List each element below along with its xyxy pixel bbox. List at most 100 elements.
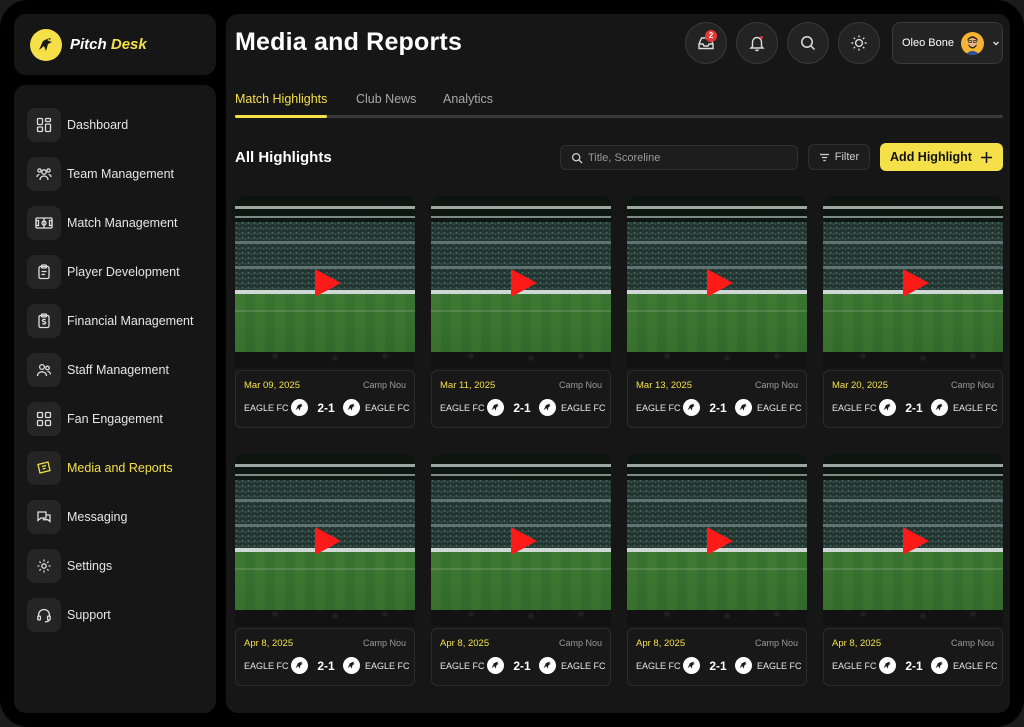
search-icon <box>571 152 583 163</box>
away-crest-icon <box>343 657 360 674</box>
sidebar-item-label: Support <box>67 607 111 622</box>
messages-button[interactable]: 2 <box>685 22 727 64</box>
match-date: Apr 8, 2025 <box>636 638 686 649</box>
clipboard-icon <box>27 254 61 289</box>
video-thumbnail[interactable] <box>823 196 1003 368</box>
highlight-meta: Apr 8, 2025 Camp Nou EAGLE FC 2-1 EAGLE FC <box>823 628 1003 686</box>
sidebar-item-media-and-reports[interactable]: Media and Reports <box>14 443 216 492</box>
video-thumbnail[interactable] <box>627 454 807 626</box>
video-thumbnail[interactable] <box>235 454 415 626</box>
play-icon[interactable] <box>705 268 735 298</box>
sidebar-item-support[interactable]: Support <box>14 590 216 639</box>
search-button[interactable] <box>787 22 829 64</box>
dashboard-icon <box>27 107 61 142</box>
search-field[interactable] <box>560 145 798 170</box>
sidebar-item-financial-management[interactable]: Financial Management <box>14 296 216 345</box>
match-score: 2-1 <box>513 659 531 673</box>
highlight-card[interactable]: Mar 11, 2025 Camp Nou EAGLE FC 2-1 EAGLE FC <box>431 196 611 428</box>
video-thumbnail[interactable] <box>235 196 415 368</box>
sidebar-item-team-management[interactable]: Team Management <box>14 149 216 198</box>
main-panel: Media and Reports 2 Oleo Bone Match High… <box>226 14 1010 713</box>
away-crest-icon <box>931 657 948 674</box>
match-venue: Camp Nou <box>558 380 602 390</box>
tabs: Match Highlights Club News Analytics <box>235 92 1003 118</box>
play-icon[interactable] <box>313 526 343 556</box>
tab-match-highlights[interactable]: Match Highlights <box>235 92 328 106</box>
highlight-card[interactable]: Apr 8, 2025 Camp Nou EAGLE FC 2-1 EAGLE FC <box>627 454 807 686</box>
theme-toggle-button[interactable] <box>838 22 880 64</box>
sidebar-item-settings[interactable]: Settings <box>14 541 216 590</box>
highlight-card[interactable]: Apr 8, 2025 Camp Nou EAGLE FC 2-1 EAGLE FC <box>823 454 1003 686</box>
notifications-button[interactable] <box>736 22 778 64</box>
home-team: EAGLE FC <box>244 661 289 671</box>
away-crest-icon <box>735 657 752 674</box>
play-icon[interactable] <box>901 268 931 298</box>
play-icon[interactable] <box>509 526 539 556</box>
video-thumbnail[interactable] <box>431 196 611 368</box>
video-thumbnail[interactable] <box>627 196 807 368</box>
users-icon <box>27 352 61 387</box>
tab-rail <box>235 115 1003 118</box>
home-crest-icon <box>291 657 308 674</box>
home-team: EAGLE FC <box>636 661 681 671</box>
video-thumbnail[interactable] <box>431 454 611 626</box>
tab-analytics[interactable]: Analytics <box>443 92 494 106</box>
home-crest-icon <box>487 657 504 674</box>
sidebar-item-fan-engagement[interactable]: Fan Engagement <box>14 394 216 443</box>
filter-button[interactable]: Filter <box>808 144 870 170</box>
sidebar-item-staff-management[interactable]: Staff Management <box>14 345 216 394</box>
home-team: EAGLE FC <box>636 403 681 413</box>
away-crest-icon <box>539 657 556 674</box>
match-date: Mar 13, 2025 <box>636 380 692 391</box>
highlight-card[interactable]: Mar 09, 2025 Camp Nou EAGLE FC 2-1 EAGLE FC <box>235 196 415 428</box>
home-team: EAGLE FC <box>832 403 877 413</box>
sun-icon <box>851 35 867 51</box>
match-date: Mar 11, 2025 <box>440 380 496 391</box>
bell-icon <box>749 36 765 52</box>
highlight-meta: Mar 20, 2025 Camp Nou EAGLE FC 2-1 EAGLE FC <box>823 370 1003 428</box>
play-icon[interactable] <box>313 268 343 298</box>
play-icon[interactable] <box>705 526 735 556</box>
sidebar-item-match-management[interactable]: Match Management <box>14 198 216 247</box>
highlight-meta: Apr 8, 2025 Camp Nou EAGLE FC 2-1 EAGLE FC <box>627 628 807 686</box>
match-venue: Camp Nou <box>950 380 994 390</box>
match-date: Apr 8, 2025 <box>244 638 294 649</box>
play-icon[interactable] <box>509 268 539 298</box>
filter-label: Filter <box>834 151 860 163</box>
match-venue: Camp Nou <box>950 638 994 648</box>
tab-club-news[interactable]: Club News <box>356 92 417 106</box>
add-highlight-label: Add Highlight <box>890 150 972 164</box>
gear-icon <box>27 548 61 583</box>
search-input[interactable] <box>588 151 788 164</box>
sidebar-item-label: Match Management <box>67 215 178 230</box>
away-crest-icon <box>343 399 360 416</box>
user-menu[interactable]: Oleo Bone <box>892 22 1003 64</box>
highlight-card[interactable]: Mar 20, 2025 Camp Nou EAGLE FC 2-1 EAGLE FC <box>823 196 1003 428</box>
sidebar-item-player-development[interactable]: Player Development <box>14 247 216 296</box>
sidebar-item-dashboard[interactable]: Dashboard <box>14 100 216 149</box>
tab-active-indicator <box>235 115 327 118</box>
home-crest-icon <box>683 399 700 416</box>
page-title: Media and Reports <box>235 28 463 56</box>
away-team: EAGLE FC <box>757 661 802 671</box>
highlight-card[interactable]: Mar 13, 2025 Camp Nou EAGLE FC 2-1 EAGLE FC <box>627 196 807 428</box>
add-highlight-button[interactable]: Add Highlight <box>880 143 1003 171</box>
away-team: EAGLE FC <box>953 661 998 671</box>
team-icon <box>27 156 61 191</box>
highlight-meta: Mar 09, 2025 Camp Nou EAGLE FC 2-1 EAGLE FC <box>235 370 415 428</box>
brand-logo[interactable]: Pitch Desk <box>14 14 216 75</box>
pitch-icon <box>27 205 61 240</box>
sidebar-item-label: Media and Reports <box>67 460 173 475</box>
play-icon[interactable] <box>901 526 931 556</box>
grid-icon <box>27 401 61 436</box>
highlight-meta: Apr 8, 2025 Camp Nou EAGLE FC 2-1 EAGLE FC <box>235 628 415 686</box>
highlight-card[interactable]: Apr 8, 2025 Camp Nou EAGLE FC 2-1 EAGLE FC <box>431 454 611 686</box>
sidebar-item-messaging[interactable]: Messaging <box>14 492 216 541</box>
video-thumbnail[interactable] <box>823 454 1003 626</box>
match-date: Mar 09, 2025 <box>244 380 300 391</box>
away-crest-icon <box>931 399 948 416</box>
match-venue: Camp Nou <box>362 638 406 648</box>
highlight-card[interactable]: Apr 8, 2025 Camp Nou EAGLE FC 2-1 EAGLE FC <box>235 454 415 686</box>
chevron-down-icon <box>992 41 999 46</box>
away-team: EAGLE FC <box>365 403 410 413</box>
